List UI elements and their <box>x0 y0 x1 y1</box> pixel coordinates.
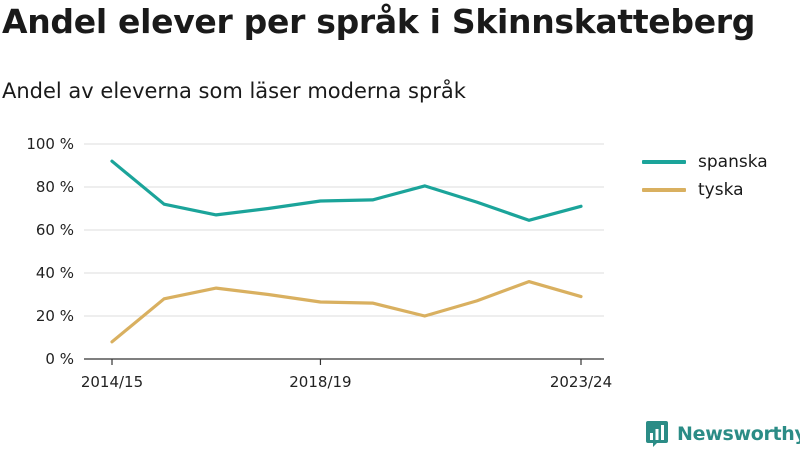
legend-label-tyska: tyska <box>698 180 744 200</box>
newsworthy-bar-chart-logo-icon <box>646 421 668 447</box>
legend-label-spanska: spanska <box>698 152 768 172</box>
legend: spanska tyska <box>642 148 768 204</box>
brand-logo: Newsworthy <box>645 420 800 448</box>
grid-lines <box>84 143 604 317</box>
axis-tick-labels: 0 % 20 % 40 % 60 % 80 % 100 % 2014/15 2018/19 20… <box>26 135 612 391</box>
chart-subtitle: Andel av eleverna som läser moderna språ… <box>2 79 466 103</box>
series-line-spanska <box>110 159 583 222</box>
x-tick-label-2023/24: 2023/24 <box>550 373 612 391</box>
y-tick-label-20: 20 % <box>36 307 74 325</box>
y-tick-label-40: 40 % <box>36 264 74 282</box>
legend-swatch-tyska <box>642 188 686 192</box>
y-tick-label-60: 60 % <box>36 221 74 239</box>
series-line-tyska <box>110 280 583 344</box>
legend-item-spanska: spanska <box>642 148 768 176</box>
y-tick-label-80: 80 % <box>36 178 74 196</box>
legend-item-tyska: tyska <box>642 176 768 204</box>
x-tick-label-2014/15: 2014/15 <box>81 373 143 391</box>
y-tick-label-0: 0 % <box>45 350 74 368</box>
brand-name: Newsworthy <box>677 423 800 445</box>
chart-title: Andel elever per språk i Skinnskatteberg <box>2 2 756 41</box>
legend-swatch-spanska <box>642 160 686 164</box>
x-tick-label-2018/19: 2018/19 <box>289 373 351 391</box>
y-tick-label-100: 100 % <box>26 135 74 153</box>
x-axis <box>84 358 604 365</box>
series-lines <box>110 159 583 344</box>
line-chart: 0 % 20 % 40 % 60 % 80 % 100 % 2014/15 2018/19 20… <box>26 135 612 391</box>
